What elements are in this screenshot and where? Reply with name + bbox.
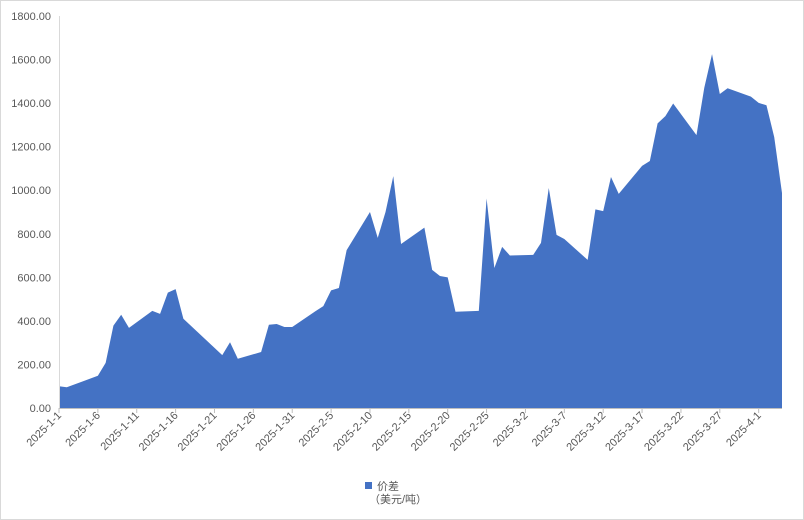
- data-point: [391, 174, 395, 178]
- data-point: [422, 226, 426, 230]
- data-point: [321, 304, 325, 308]
- data-point: [127, 326, 131, 330]
- data-point: [259, 350, 263, 354]
- data-point: [718, 92, 722, 96]
- data-point: [617, 192, 621, 196]
- data-point: [656, 121, 660, 125]
- y-tick-label: 200.00: [17, 359, 51, 371]
- data-point: [228, 340, 232, 344]
- data-point: [181, 317, 185, 321]
- data-point: [531, 253, 535, 257]
- data-point: [702, 86, 706, 90]
- data-point: [547, 186, 551, 190]
- y-tick-label: 1200.00: [11, 142, 51, 154]
- data-point: [166, 291, 170, 295]
- data-point: [275, 322, 279, 326]
- data-point: [376, 236, 380, 240]
- data-point: [648, 159, 652, 163]
- data-point: [150, 309, 154, 313]
- data-point: [749, 95, 753, 99]
- data-point: [593, 207, 597, 211]
- data-point: [446, 275, 450, 279]
- data-point: [780, 191, 784, 195]
- data-point: [314, 309, 318, 313]
- data-point: [586, 258, 590, 262]
- data-point: [694, 133, 698, 137]
- data-point: [757, 101, 761, 105]
- data-point: [220, 353, 224, 357]
- data-point: [65, 385, 69, 389]
- data-point: [764, 103, 768, 107]
- y-tick-label: 600.00: [17, 272, 51, 284]
- y-tick-label: 0.00: [30, 403, 51, 415]
- y-tick-label: 1000.00: [11, 185, 51, 197]
- data-point: [345, 248, 349, 252]
- data-point: [539, 241, 543, 245]
- data-point: [453, 310, 457, 314]
- data-point: [671, 102, 675, 106]
- data-point: [772, 135, 776, 139]
- data-point: [663, 114, 667, 118]
- data-point: [609, 175, 613, 179]
- y-tick-label: 1800.00: [11, 11, 51, 23]
- data-point: [329, 288, 333, 292]
- data-point: [492, 266, 496, 270]
- y-tick-label: 1400.00: [11, 98, 51, 110]
- data-point: [384, 210, 388, 214]
- data-point: [485, 197, 489, 201]
- data-point: [368, 210, 372, 214]
- plot-area: [59, 52, 784, 409]
- legend: 价差 （美元/吨）: [365, 479, 427, 506]
- data-point: [337, 286, 341, 290]
- data-point: [96, 374, 100, 378]
- data-point: [174, 287, 178, 291]
- data-point: [282, 325, 286, 329]
- series-area: [59, 54, 782, 409]
- data-point: [119, 313, 123, 317]
- data-point: [500, 245, 504, 249]
- y-tick-label: 400.00: [17, 316, 51, 328]
- legend-series-name: 价差: [377, 479, 399, 493]
- data-point: [236, 357, 240, 361]
- data-point: [104, 361, 108, 365]
- data-point: [640, 164, 644, 168]
- data-point: [710, 52, 714, 56]
- data-point: [399, 242, 403, 246]
- data-point: [562, 237, 566, 241]
- y-tick-label: 800.00: [17, 229, 51, 241]
- data-point: [111, 324, 115, 328]
- data-point: [430, 268, 434, 272]
- data-point: [290, 325, 294, 329]
- data-point: [438, 274, 442, 278]
- data-point: [267, 323, 271, 327]
- y-axis-ticks: 0.00 200.00 400.00 600.00 800.00 1000.00 1200.…: [11, 11, 51, 415]
- data-point: [726, 86, 730, 90]
- data-point: [477, 309, 481, 313]
- data-point: [555, 233, 559, 237]
- data-point: [508, 254, 512, 258]
- y-tick-label: 1600.00: [11, 55, 51, 67]
- data-point: [158, 312, 162, 316]
- axes: [59, 16, 782, 409]
- legend-swatch: [365, 482, 372, 489]
- legend-series-unit: （美元/吨）: [369, 493, 427, 506]
- data-point: [601, 209, 605, 213]
